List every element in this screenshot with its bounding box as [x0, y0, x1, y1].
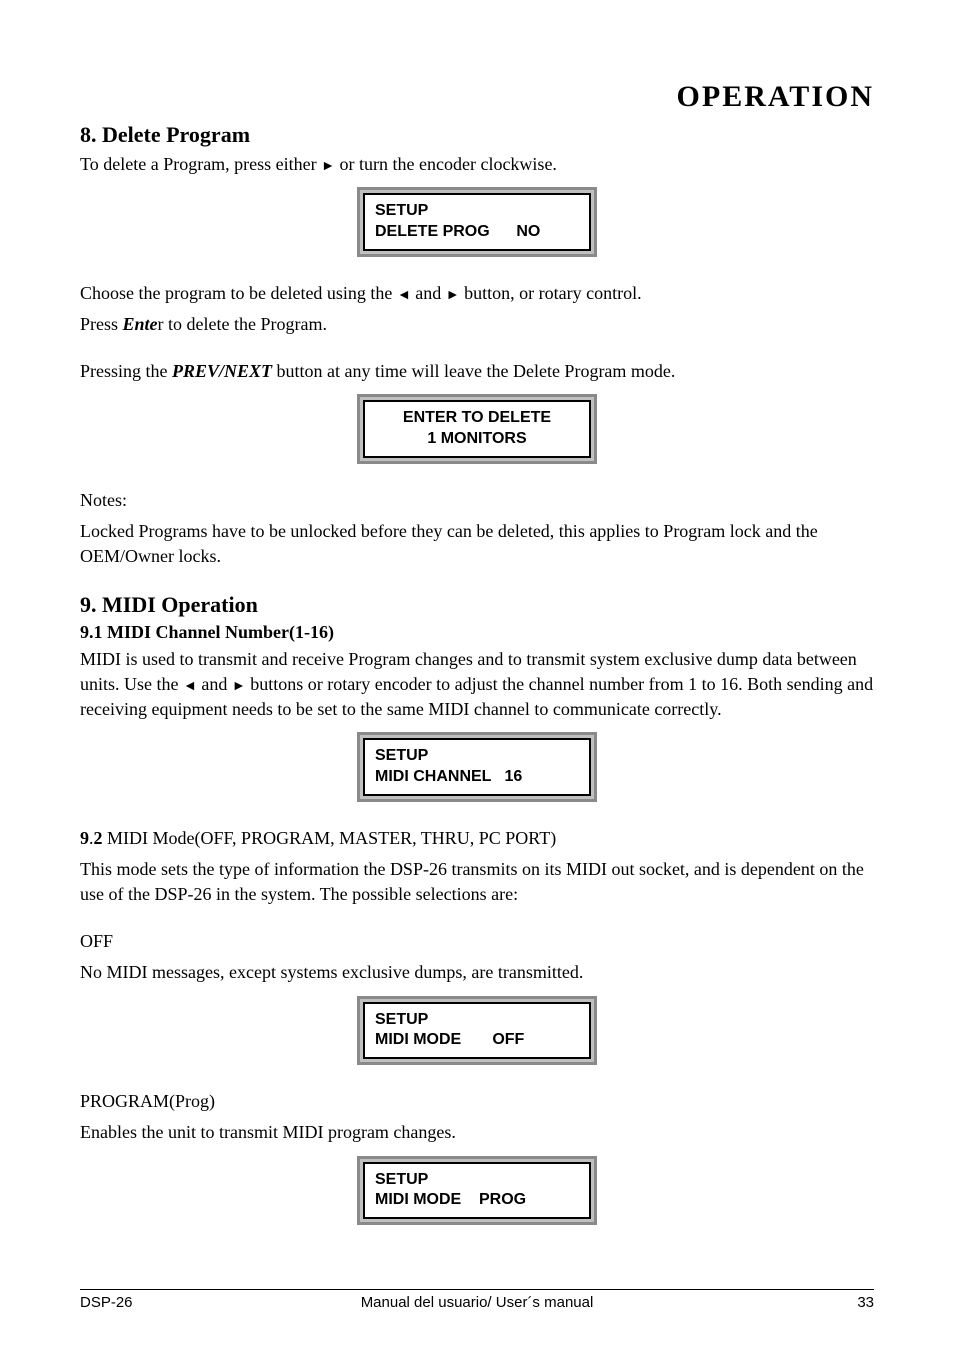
bold-2: 2 [94, 828, 103, 848]
lcd-line2: MIDI CHANNEL 16 [375, 768, 522, 785]
chapter-title: OPERATION [80, 80, 874, 114]
off-text: No MIDI messages, except systems exclusi… [80, 960, 874, 985]
lcd-inner: SETUP MIDI MODE OFF [363, 1002, 591, 1060]
lcd-midi-mode-prog: SETUP MIDI MODE PROG [357, 1156, 597, 1226]
lcd-midi-channel: SETUP MIDI CHANNEL 16 [357, 732, 597, 802]
program-label: PROGRAM(Prog) [80, 1089, 874, 1114]
lcd-line2: 1 MONITORS [427, 430, 526, 447]
section-9-2-heading: 9.2 MIDI Mode(OFF, PROGRAM, MASTER, THRU… [80, 826, 874, 851]
text: and [411, 283, 446, 303]
section-8-heading: 8. Delete Program [80, 122, 874, 148]
right-triangle-icon: ► [321, 157, 335, 173]
section-8-press-enter: Press Enter to delete the Program. [80, 312, 874, 337]
lcd-inner: SETUP MIDI MODE PROG [363, 1162, 591, 1220]
text: Press [80, 314, 123, 334]
lcd-inner: ENTER TO DELETE 1 MONITORS [363, 400, 591, 458]
text: r to delete the Program. [158, 314, 327, 334]
bold-9: 9 [80, 828, 89, 848]
text: and [197, 674, 232, 694]
text: button at any time will leave the Delete… [272, 361, 675, 381]
section-8-choose: Choose the program to be deleted using t… [80, 281, 874, 306]
rest: MIDI Mode(OFF, PROGRAM, MASTER, THRU, PC… [103, 828, 557, 848]
section-9-1-heading: 9.1 MIDI Channel Number(1-16) [80, 622, 874, 643]
off-label: OFF [80, 929, 874, 954]
section-9-heading: 9. MIDI Operation [80, 592, 874, 618]
lcd-line2: MIDI MODE OFF [375, 1031, 524, 1048]
prev-next-label: PREV/NEXT [172, 361, 272, 381]
lcd-inner: SETUP DELETE PROG NO [363, 193, 591, 251]
right-triangle-icon: ► [232, 677, 246, 693]
text: Choose the program to be deleted using t… [80, 283, 397, 303]
lcd-line1: SETUP [375, 1171, 428, 1188]
lcd-midi-mode-off: SETUP MIDI MODE OFF [357, 996, 597, 1066]
lcd-enter-to-delete: ENTER TO DELETE 1 MONITORS [357, 394, 597, 464]
text: or turn the encoder clockwise. [335, 154, 557, 174]
section-9-1-text: MIDI is used to transmit and receive Pro… [80, 647, 874, 723]
text: button, or rotary control. [460, 283, 642, 303]
enter-label: Ente [123, 314, 158, 334]
section-9-2-text: This mode sets the type of information t… [80, 857, 874, 907]
lcd-line2: DELETE PROG NO [375, 223, 540, 240]
left-triangle-icon: ◄ [183, 677, 197, 693]
left-triangle-icon: ◄ [397, 286, 411, 302]
notes-label: Notes: [80, 488, 874, 513]
lcd-line1: SETUP [375, 747, 428, 764]
lcd-delete-prog: SETUP DELETE PROG NO [357, 187, 597, 257]
lcd-line1: ENTER TO DELETE [403, 409, 551, 426]
text: To delete a Program, press either [80, 154, 321, 174]
program-text: Enables the unit to transmit MIDI progra… [80, 1120, 874, 1145]
page-footer: DSP-26 Manual del usuario/ User´s manual… [80, 1289, 874, 1311]
footer-manual-title: Manual del usuario/ User´s manual [80, 1294, 874, 1311]
lcd-line1: SETUP [375, 202, 428, 219]
lcd-inner: SETUP MIDI CHANNEL 16 [363, 738, 591, 796]
right-triangle-icon: ► [446, 286, 460, 302]
text: Pressing the [80, 361, 172, 381]
notes-text: Locked Programs have to be unlocked befo… [80, 519, 874, 569]
section-8-prevnext: Pressing the PREV/NEXT button at any tim… [80, 359, 874, 384]
lcd-line1: SETUP [375, 1011, 428, 1028]
section-8-intro: To delete a Program, press either ► or t… [80, 152, 874, 177]
lcd-line2: MIDI MODE PROG [375, 1191, 526, 1208]
